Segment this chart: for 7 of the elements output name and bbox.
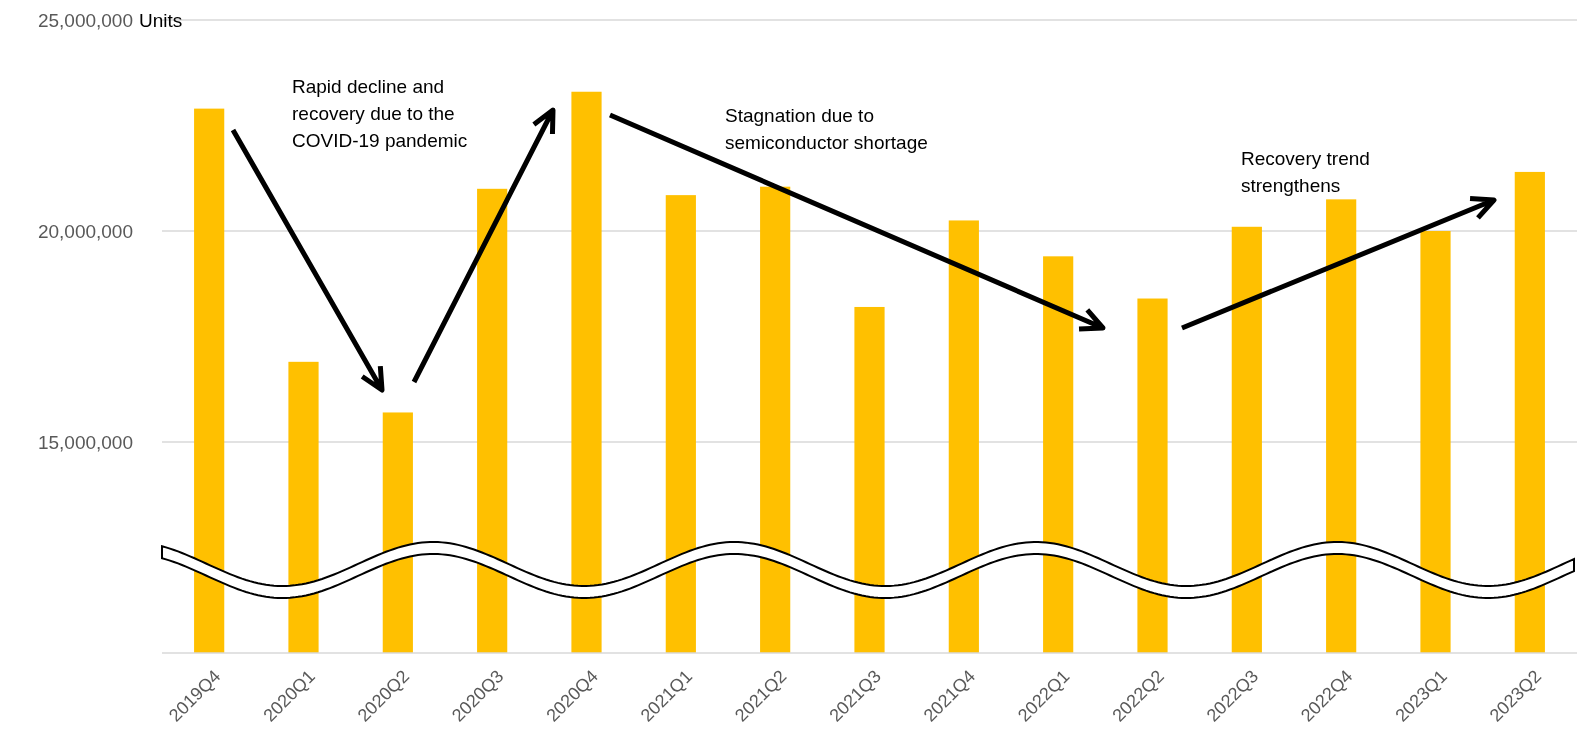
y-axis-title: Units <box>139 9 183 31</box>
annotation: Rapid decline and recovery due to the COVID-19 pandemic <box>292 76 468 151</box>
y-tick-label: 15,000,000 <box>37 431 133 453</box>
annotation: Recovery trend strengthens <box>1241 148 1370 196</box>
annotation: Stagnation due to semiconductor shortage <box>725 105 928 153</box>
y-tick-label: 20,000,000 <box>37 220 133 242</box>
y-tick-label: 25,000,000 <box>37 9 133 31</box>
